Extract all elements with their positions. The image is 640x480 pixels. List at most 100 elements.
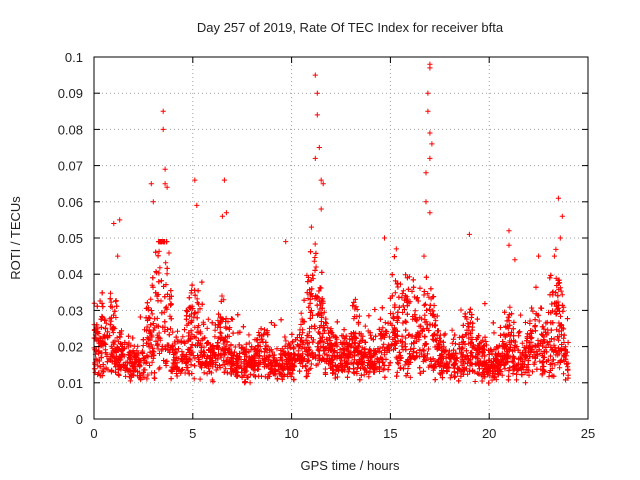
data-point bbox=[313, 264, 319, 270]
data-point bbox=[94, 322, 100, 328]
data-point bbox=[555, 299, 561, 305]
data-point bbox=[107, 290, 114, 296]
data-point bbox=[199, 279, 205, 285]
data-point bbox=[252, 374, 258, 380]
data-point bbox=[559, 292, 565, 298]
data-point bbox=[380, 325, 386, 331]
data-point bbox=[304, 352, 311, 358]
data-point bbox=[108, 299, 114, 305]
data-point bbox=[244, 374, 250, 380]
data-point bbox=[554, 334, 561, 340]
data-point-outlier bbox=[192, 177, 198, 183]
data-point bbox=[185, 338, 191, 344]
data-point bbox=[543, 320, 549, 326]
data-point bbox=[144, 376, 150, 382]
data-point bbox=[355, 343, 361, 349]
data-point bbox=[351, 299, 357, 305]
data-point bbox=[456, 341, 462, 348]
data-point bbox=[355, 319, 362, 325]
data-point bbox=[256, 348, 263, 354]
data-point bbox=[354, 370, 360, 377]
data-point bbox=[460, 359, 466, 365]
data-point bbox=[399, 333, 405, 339]
data-point bbox=[324, 336, 330, 342]
data-point bbox=[205, 316, 211, 322]
data-point bbox=[459, 334, 465, 341]
data-point bbox=[544, 339, 550, 345]
data-point-outlier bbox=[117, 217, 123, 223]
data-point bbox=[541, 326, 547, 332]
data-point bbox=[191, 314, 197, 320]
data-point bbox=[523, 380, 529, 386]
data-point bbox=[351, 357, 358, 363]
data-point bbox=[443, 362, 449, 368]
data-point bbox=[327, 360, 333, 366]
data-point bbox=[109, 304, 115, 310]
data-point bbox=[437, 352, 443, 359]
data-point bbox=[512, 339, 518, 345]
data-point bbox=[197, 376, 203, 382]
data-point bbox=[489, 351, 495, 357]
data-point bbox=[534, 351, 540, 358]
data-point bbox=[387, 295, 393, 301]
data-point bbox=[158, 278, 164, 284]
data-point bbox=[542, 329, 549, 335]
data-point bbox=[389, 272, 395, 278]
data-point bbox=[254, 347, 260, 353]
data-point-outlier bbox=[557, 235, 563, 241]
data-point bbox=[334, 353, 340, 359]
data-point bbox=[318, 338, 324, 344]
data-point bbox=[141, 374, 147, 380]
data-point bbox=[308, 335, 314, 341]
data-point bbox=[432, 377, 438, 383]
data-point bbox=[118, 348, 124, 354]
data-point bbox=[561, 352, 567, 358]
data-point bbox=[357, 356, 363, 363]
data-point bbox=[434, 328, 441, 334]
data-point bbox=[500, 357, 506, 363]
data-point bbox=[155, 346, 161, 352]
data-point bbox=[113, 369, 119, 375]
data-point bbox=[126, 340, 132, 346]
data-point bbox=[305, 295, 311, 302]
data-point bbox=[386, 363, 392, 369]
data-point bbox=[311, 258, 317, 264]
data-point bbox=[157, 335, 163, 341]
data-point bbox=[319, 334, 325, 340]
data-point bbox=[502, 361, 508, 367]
data-point bbox=[451, 363, 457, 369]
data-point bbox=[297, 327, 303, 333]
data-point bbox=[300, 341, 306, 347]
data-point bbox=[513, 371, 520, 377]
data-point bbox=[475, 362, 482, 368]
data-point bbox=[476, 350, 482, 356]
data-point bbox=[301, 297, 307, 303]
data-point bbox=[323, 316, 329, 322]
data-point-outlier bbox=[162, 166, 168, 172]
data-point bbox=[228, 316, 234, 322]
data-point bbox=[432, 361, 438, 367]
data-point bbox=[541, 354, 547, 360]
data-point bbox=[526, 349, 532, 355]
data-point bbox=[550, 357, 557, 363]
data-point bbox=[565, 375, 571, 381]
data-point-outlier bbox=[381, 235, 388, 241]
data-point bbox=[340, 366, 346, 372]
data-point bbox=[328, 347, 334, 354]
data-point bbox=[388, 343, 394, 349]
data-point bbox=[433, 338, 439, 344]
data-point bbox=[404, 370, 411, 376]
data-point bbox=[483, 342, 490, 348]
data-point bbox=[464, 327, 470, 333]
data-point bbox=[430, 308, 436, 314]
data-point bbox=[344, 374, 351, 380]
data-point bbox=[108, 343, 114, 349]
data-point bbox=[151, 327, 157, 333]
data-point bbox=[328, 365, 334, 371]
data-point bbox=[121, 345, 128, 351]
data-point bbox=[548, 327, 554, 333]
data-point bbox=[452, 373, 458, 379]
data-point bbox=[375, 346, 381, 352]
data-point bbox=[100, 304, 106, 310]
